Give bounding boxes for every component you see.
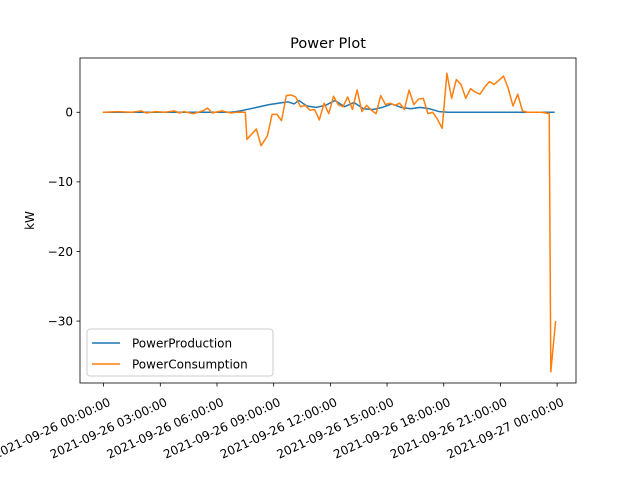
y-axis: 0 −10 −20 −30 xyxy=(48,106,80,328)
plot-frame xyxy=(79,57,577,384)
chart-title: Power Plot xyxy=(290,36,366,52)
series-layer xyxy=(102,72,557,373)
y-tick-label: −10 xyxy=(48,175,73,189)
series-line-power-production xyxy=(102,99,555,114)
legend-box xyxy=(86,328,274,377)
y-tick-label: 0 xyxy=(65,106,73,120)
y-axis-label: kW xyxy=(23,211,37,230)
legend-label-power-consumption: PowerConsumption xyxy=(132,357,248,371)
y-tick-label: −30 xyxy=(48,314,73,328)
legend: PowerProduction PowerConsumption xyxy=(86,328,274,377)
series-line-power-consumption xyxy=(102,72,557,373)
y-tick-label: −20 xyxy=(48,245,73,259)
legend-label-power-production: PowerProduction xyxy=(132,336,232,350)
